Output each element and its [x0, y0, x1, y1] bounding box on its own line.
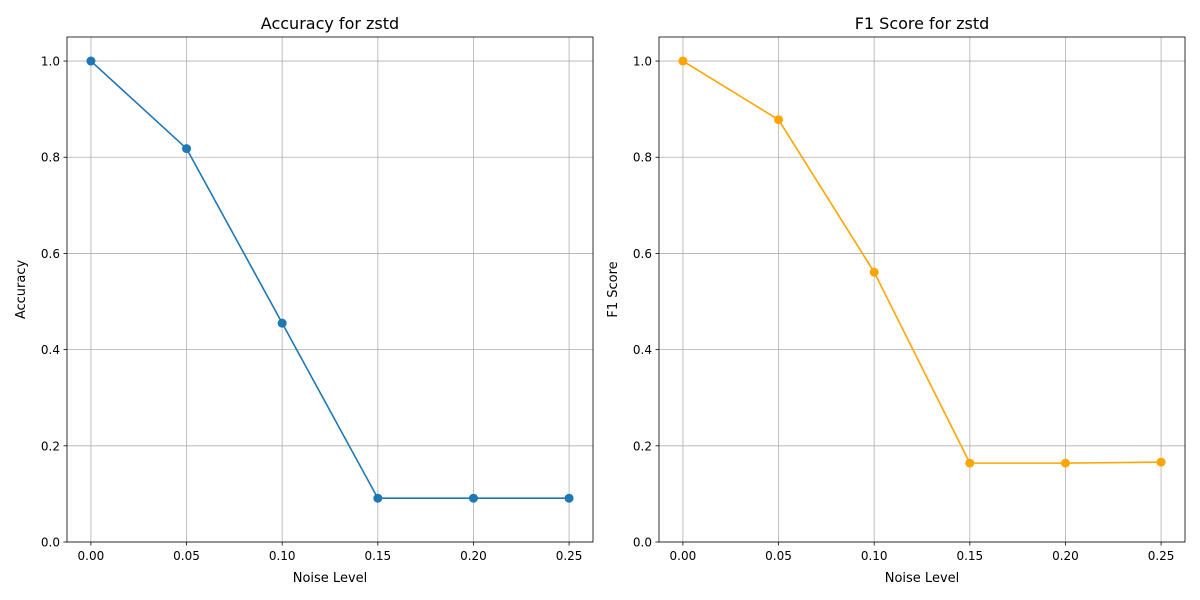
x-axis-label: Noise Level: [293, 571, 368, 586]
series-line: [90, 60, 570, 500]
y-tick-label: 0.0: [633, 536, 652, 550]
y-tick-label: 1.0: [41, 55, 60, 69]
x-tick-label: 0.15: [364, 549, 391, 563]
x-tick-label: 0.05: [173, 549, 200, 563]
x-tick-label: 0.25: [1148, 549, 1175, 563]
y-tick-label: 0.4: [633, 343, 652, 357]
y-tick-label: 0.6: [41, 247, 60, 261]
y-tick-label: 0.8: [633, 151, 652, 165]
chart-title: F1 Score for zstd: [855, 14, 990, 33]
y-tick-label: 1.0: [633, 55, 652, 69]
x-axis-label: Noise Level: [885, 571, 960, 586]
x-tick-label: 0.25: [556, 549, 583, 563]
data-point: [1156, 457, 1166, 467]
data-point: [277, 318, 287, 328]
series-line: [682, 60, 1162, 464]
data-point: [869, 267, 879, 277]
x-tick-label: 0.10: [269, 549, 296, 563]
data-point: [965, 458, 975, 468]
data-point: [774, 115, 784, 125]
y-tick-label: 0.2: [41, 439, 60, 453]
data-point: [678, 56, 688, 66]
y-tick-label: 0.4: [41, 343, 60, 357]
x-tick-label: 0.05: [765, 549, 792, 563]
x-tick-label: 0.10: [861, 549, 888, 563]
chart-title: Accuracy for zstd: [261, 14, 399, 33]
x-tick-label: 0.00: [78, 549, 105, 563]
x-tick-label: 0.20: [460, 549, 487, 563]
x-tick-label: 0.20: [1052, 549, 1079, 563]
y-axis-label: Accuracy: [14, 260, 29, 320]
chart-f1-score: 0.00 0.05 0.10 0.15 0.20 0.25 0.0 0.2 0.4 0.6 0.8 1…: [606, 14, 1186, 586]
data-point: [86, 56, 96, 66]
y-tick-label: 0.6: [633, 247, 652, 261]
data-point: [182, 144, 192, 154]
x-tick-label: 0.00: [670, 549, 697, 563]
data-point: [468, 493, 478, 503]
y-axis-label: F1 Score: [606, 261, 621, 317]
y-tick-label: 0.2: [633, 439, 652, 453]
data-point: [1060, 458, 1070, 468]
plot-frame: [66, 36, 594, 543]
plot-frame: [658, 36, 1186, 543]
chart-accuracy: 0.00 0.05 0.10 0.15 0.20 0.25 0.0 0.2 0.4 0.6 0.8 1…: [14, 14, 594, 586]
x-tick-label: 0.15: [956, 549, 983, 563]
y-tick-label: 0.8: [41, 151, 60, 165]
y-tick-label: 0.0: [41, 536, 60, 550]
data-point: [564, 493, 574, 503]
data-point: [373, 493, 383, 503]
